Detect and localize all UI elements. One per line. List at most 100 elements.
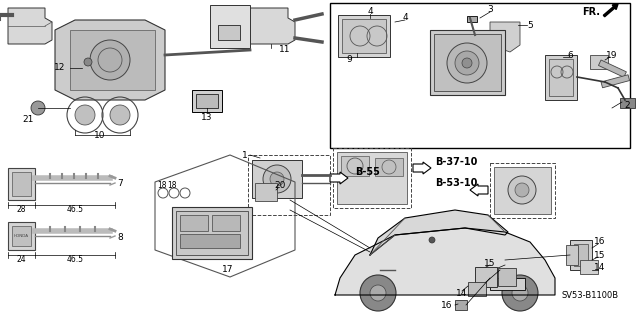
Polygon shape — [55, 20, 165, 100]
Polygon shape — [210, 5, 250, 48]
Circle shape — [447, 43, 487, 83]
Polygon shape — [8, 168, 35, 200]
Circle shape — [515, 183, 529, 197]
Bar — [180, 234, 240, 248]
Text: 5: 5 — [527, 20, 533, 29]
Text: 10: 10 — [94, 131, 106, 140]
Bar — [549, 59, 573, 96]
Bar — [70, 30, 155, 90]
Bar — [455, 300, 467, 310]
Bar — [330, 3, 630, 148]
Bar — [180, 215, 208, 231]
Circle shape — [462, 58, 472, 68]
FancyArrow shape — [330, 172, 348, 184]
Circle shape — [90, 40, 130, 80]
Text: 28: 28 — [16, 205, 26, 214]
Polygon shape — [8, 222, 35, 250]
FancyArrow shape — [470, 184, 488, 196]
Text: B-55: B-55 — [355, 167, 380, 177]
Polygon shape — [250, 8, 295, 44]
Bar — [468, 282, 486, 296]
Text: 4: 4 — [402, 13, 408, 23]
Circle shape — [360, 275, 396, 311]
Bar — [212, 215, 240, 231]
Bar — [192, 90, 222, 112]
Bar — [333, 148, 411, 208]
Polygon shape — [335, 228, 555, 295]
Text: 12: 12 — [54, 63, 65, 72]
Text: 7: 7 — [117, 180, 123, 189]
Bar — [196, 94, 218, 108]
Text: 13: 13 — [201, 114, 212, 122]
Text: 14: 14 — [456, 288, 468, 298]
Circle shape — [31, 101, 45, 115]
Text: 21: 21 — [22, 115, 34, 124]
Bar — [590, 55, 608, 69]
Bar — [172, 207, 252, 259]
Text: B-53-10: B-53-10 — [435, 178, 477, 188]
FancyArrow shape — [604, 4, 618, 17]
Text: 16: 16 — [595, 238, 605, 247]
Polygon shape — [8, 8, 52, 44]
Bar — [475, 267, 497, 287]
Bar — [566, 245, 578, 265]
Bar — [570, 240, 592, 270]
Bar — [342, 19, 386, 53]
Bar — [601, 75, 630, 88]
Bar — [375, 158, 403, 176]
Bar — [434, 34, 501, 91]
Bar — [252, 160, 302, 198]
Bar — [341, 156, 369, 176]
Circle shape — [84, 58, 92, 66]
Circle shape — [429, 237, 435, 243]
Text: B-37-10: B-37-10 — [435, 157, 477, 167]
Text: 3: 3 — [487, 5, 493, 14]
Text: 18: 18 — [167, 182, 177, 190]
Text: 17: 17 — [222, 265, 234, 275]
Circle shape — [110, 105, 130, 125]
Bar — [248, 155, 330, 215]
Bar — [218, 25, 240, 40]
Text: 9: 9 — [346, 56, 352, 64]
Bar — [598, 60, 627, 77]
Text: SV53-B1100B: SV53-B1100B — [561, 291, 619, 300]
Text: 46.5: 46.5 — [67, 205, 83, 214]
Text: FR.: FR. — [582, 7, 600, 17]
Text: 11: 11 — [279, 46, 291, 55]
Circle shape — [512, 285, 528, 301]
Text: 20: 20 — [275, 182, 285, 190]
Text: 14: 14 — [595, 263, 605, 272]
Polygon shape — [490, 22, 520, 52]
Bar — [545, 55, 577, 100]
Text: 4: 4 — [367, 8, 373, 17]
Text: 6: 6 — [567, 50, 573, 60]
Circle shape — [370, 285, 386, 301]
Polygon shape — [370, 210, 508, 255]
Bar — [12, 226, 31, 246]
Bar — [574, 244, 588, 266]
Circle shape — [270, 172, 284, 186]
Circle shape — [508, 176, 536, 204]
Bar — [494, 167, 551, 214]
Circle shape — [455, 51, 479, 75]
Bar — [490, 278, 525, 290]
Text: 18: 18 — [157, 182, 167, 190]
Bar — [580, 260, 598, 274]
Bar — [498, 268, 516, 286]
Bar — [430, 30, 505, 95]
Circle shape — [75, 105, 95, 125]
Text: 15: 15 — [595, 250, 605, 259]
Circle shape — [263, 165, 291, 193]
Text: 16: 16 — [441, 301, 452, 310]
Bar — [620, 98, 635, 108]
Text: 1: 1 — [243, 151, 248, 160]
Text: 8: 8 — [117, 233, 123, 241]
FancyArrow shape — [413, 162, 431, 174]
Text: 46.5: 46.5 — [67, 256, 83, 264]
Text: 15: 15 — [484, 258, 496, 268]
Text: 24: 24 — [16, 256, 26, 264]
Bar — [176, 211, 248, 255]
Bar — [338, 15, 390, 57]
Bar — [337, 152, 407, 204]
Bar — [490, 163, 555, 218]
